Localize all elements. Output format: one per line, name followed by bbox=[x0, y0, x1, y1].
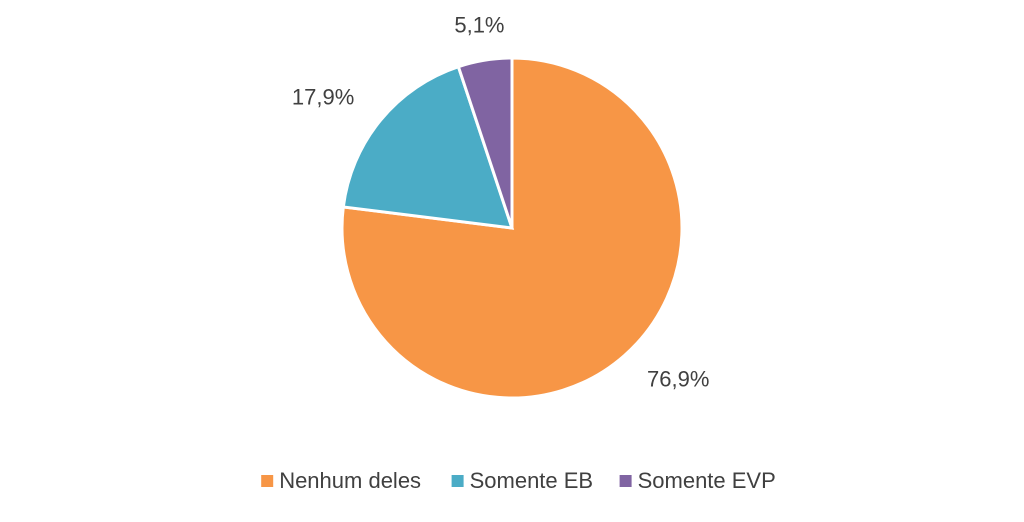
legend-label: Somente EB bbox=[470, 468, 594, 493]
pie-slice bbox=[341, 64, 515, 230]
data-label: 76,9% bbox=[647, 367, 709, 392]
legend-label: Somente EVP bbox=[638, 468, 776, 493]
legend-swatch bbox=[451, 475, 464, 487]
legend-swatch bbox=[619, 475, 632, 487]
data-label: 17,9% bbox=[292, 84, 354, 109]
pie-slice bbox=[340, 56, 684, 400]
data-label: 5,1% bbox=[454, 12, 504, 37]
pie-slice bbox=[456, 56, 514, 229]
legend-label: Nenhum deles bbox=[279, 468, 421, 493]
legend-swatch bbox=[261, 475, 274, 487]
